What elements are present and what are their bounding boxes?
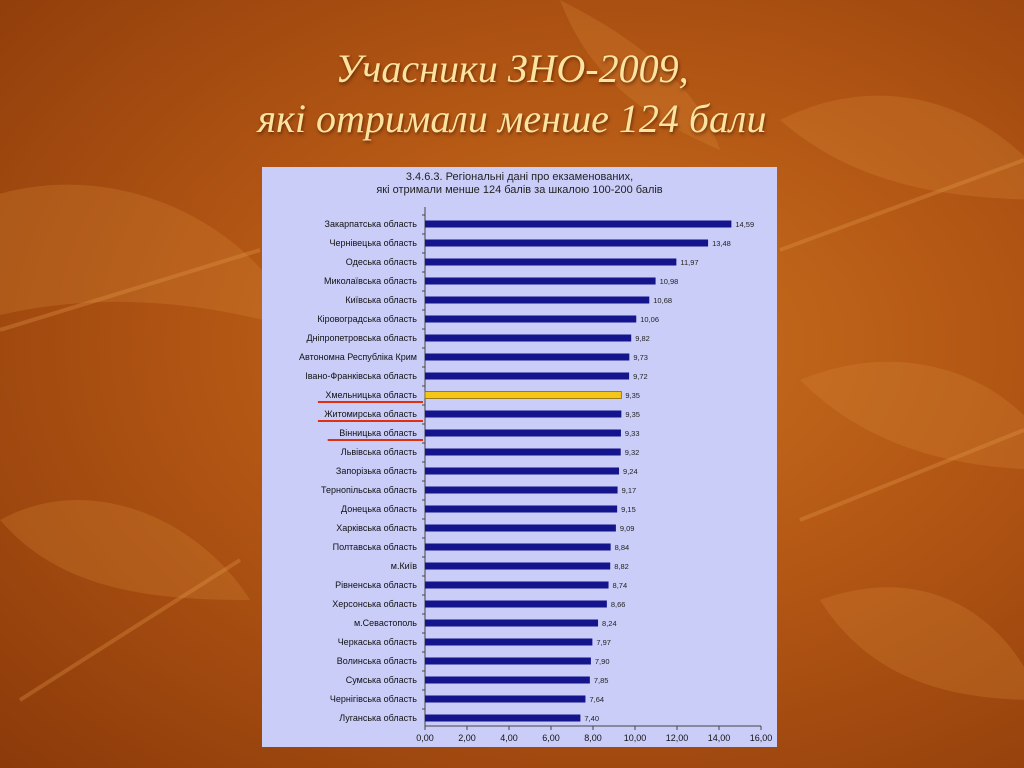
slide-title: Учасники ЗНО-2009, які отримали менше 12… xyxy=(0,44,1024,144)
value-label: 9,09 xyxy=(620,524,635,533)
x-tick-label: 14,00 xyxy=(708,733,731,743)
category-label: Дніпропетровська область xyxy=(307,333,418,343)
bar xyxy=(425,657,591,665)
value-label: 7,85 xyxy=(594,676,609,685)
x-tick-label: 16,00 xyxy=(750,733,773,743)
value-label: 9,35 xyxy=(625,410,640,419)
value-label: 7,97 xyxy=(596,638,611,647)
chart-panel: 3.4.6.3. Регіональні дані про екзаменова… xyxy=(262,167,777,747)
bar-chart: Закарпатська область 14,59 Чернівецька обл… xyxy=(299,207,773,743)
category-label: Луганська область xyxy=(339,713,417,723)
value-label: 9,17 xyxy=(622,486,637,495)
value-label: 9,15 xyxy=(621,505,636,514)
bar xyxy=(425,220,732,228)
chart-title-line2: які отримали менше 124 балів за шкалою 1… xyxy=(376,184,663,196)
value-label: 14,59 xyxy=(735,220,754,229)
value-label: 7,64 xyxy=(589,695,604,704)
value-label: 8,74 xyxy=(613,581,628,590)
x-tick-label: 10,00 xyxy=(624,733,647,743)
value-label: 9,32 xyxy=(625,448,640,457)
bar xyxy=(424,391,622,399)
value-label: 9,82 xyxy=(635,334,650,343)
bar xyxy=(425,334,632,342)
bar xyxy=(425,676,590,684)
category-label: Тернопільська область xyxy=(321,485,417,495)
value-label: 13,48 xyxy=(712,239,731,248)
bar xyxy=(425,505,618,513)
category-label: Івано-Франківська область xyxy=(305,371,417,381)
category-label: Автономна Республіка Крим xyxy=(299,352,417,362)
bar xyxy=(425,486,618,494)
category-label: Хмельницька область xyxy=(325,390,417,400)
bar xyxy=(425,467,620,475)
bar xyxy=(425,429,621,437)
category-label: Черкаська область xyxy=(338,637,418,647)
category-label: Кіровоградська область xyxy=(317,314,417,324)
category-label: Херсонська область xyxy=(332,599,417,609)
bar xyxy=(425,353,630,361)
bar xyxy=(425,714,581,722)
value-label: 9,72 xyxy=(633,372,648,381)
value-label: 9,73 xyxy=(633,353,648,362)
category-label: Львівська область xyxy=(341,447,418,457)
chart-title: 3.4.6.3. Регіональні дані про екзаменова… xyxy=(262,171,777,197)
slide-title-line1: Учасники ЗНО-2009, xyxy=(335,46,689,91)
value-label: 10,06 xyxy=(640,315,659,324)
x-tick-label: 8,00 xyxy=(584,733,602,743)
value-label: 7,40 xyxy=(584,714,599,723)
value-label: 10,68 xyxy=(653,296,672,305)
bar xyxy=(425,619,599,627)
value-label: 8,84 xyxy=(615,543,630,552)
category-label: Чернігівська область xyxy=(330,694,417,704)
category-label: Одеська область xyxy=(346,257,418,267)
x-tick-label: 4,00 xyxy=(500,733,518,743)
category-label: Донецька область xyxy=(341,504,417,514)
bar xyxy=(425,315,637,323)
bar xyxy=(425,277,656,285)
value-label: 7,90 xyxy=(595,657,610,666)
category-label: м.Севастополь xyxy=(354,618,417,628)
bar xyxy=(425,448,621,456)
x-tick-label: 0,00 xyxy=(416,733,434,743)
x-tick-label: 6,00 xyxy=(542,733,560,743)
category-label: Житомирська область xyxy=(324,409,417,419)
x-tick-label: 12,00 xyxy=(666,733,689,743)
bar xyxy=(425,543,611,551)
bar xyxy=(425,410,622,418)
value-label: 9,33 xyxy=(625,429,640,438)
bar xyxy=(425,372,630,380)
category-label: Чернівецька область xyxy=(330,238,418,248)
slide-title-line2: які отримали менше 124 бали xyxy=(257,96,767,141)
bar xyxy=(425,581,609,589)
value-label: 8,82 xyxy=(614,562,629,571)
value-label: 9,35 xyxy=(625,391,640,400)
chart-title-line1: 3.4.6.3. Регіональні дані про екзаменова… xyxy=(405,171,634,183)
bar xyxy=(425,600,607,608)
bar xyxy=(425,239,709,247)
bar xyxy=(425,638,593,646)
category-label: Запорізька область xyxy=(336,466,417,476)
value-label: 8,24 xyxy=(602,619,617,628)
category-label: Миколаївська область xyxy=(324,276,417,286)
bar xyxy=(425,296,650,304)
category-label: Волинська область xyxy=(337,656,418,666)
bar xyxy=(425,562,611,570)
bar xyxy=(425,258,677,266)
value-label: 10,98 xyxy=(660,277,679,286)
value-label: 11,97 xyxy=(680,258,698,267)
bar xyxy=(425,524,616,532)
category-label: Закарпатська область xyxy=(325,219,418,229)
category-label: Вінницька область xyxy=(339,428,417,438)
value-label: 8,66 xyxy=(611,600,626,609)
value-label: 9,24 xyxy=(623,467,638,476)
category-label: Харківська область xyxy=(336,523,417,533)
x-tick-label: 2,00 xyxy=(458,733,476,743)
category-label: Київська область xyxy=(345,295,417,305)
bar xyxy=(425,695,586,703)
category-label: м.Київ xyxy=(391,561,417,571)
category-label: Сумська область xyxy=(346,675,418,685)
category-label: Рівненська область xyxy=(335,580,417,590)
category-label: Полтавська область xyxy=(333,542,418,552)
